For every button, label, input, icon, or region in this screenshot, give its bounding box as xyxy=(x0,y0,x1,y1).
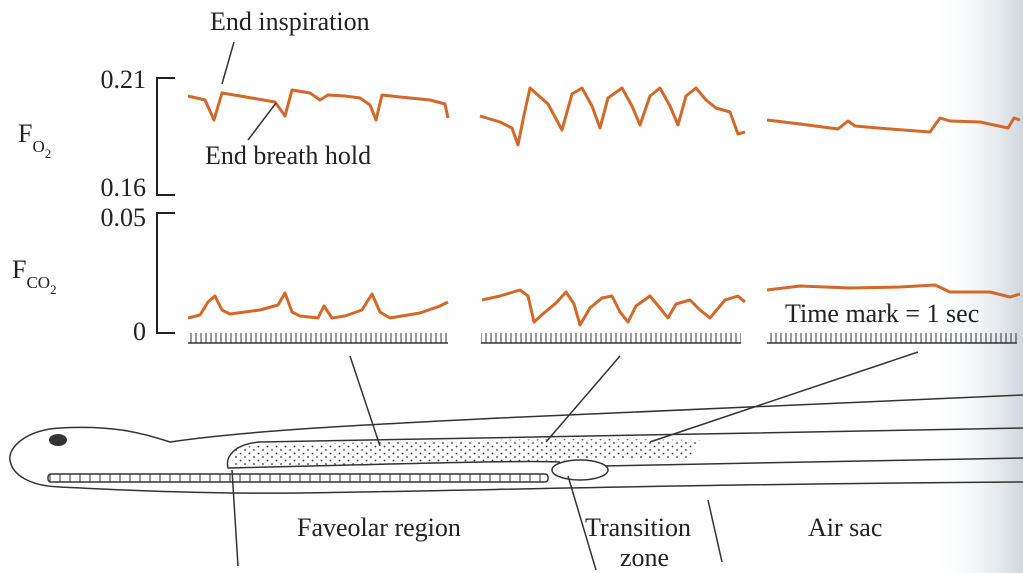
o2-top-label: 0.21 xyxy=(101,65,147,94)
co2-trace xyxy=(481,288,746,327)
eye xyxy=(49,434,67,446)
pointer-line xyxy=(707,499,723,563)
pointer-line xyxy=(231,469,239,567)
vertebral-column xyxy=(47,473,549,483)
connector xyxy=(545,355,621,443)
o2-axis xyxy=(156,77,175,196)
o2-trace xyxy=(187,88,450,122)
leader-line xyxy=(247,102,277,141)
page-edge xyxy=(930,0,1023,573)
co2-trace xyxy=(766,283,1021,299)
vertebrae xyxy=(49,474,541,482)
co2-bottom-label: 0 xyxy=(133,317,146,346)
o2-trace xyxy=(479,86,746,147)
co2-trace xyxy=(187,291,449,320)
region-label: Faveolar region xyxy=(297,513,461,542)
connector xyxy=(349,355,381,447)
transition-organ xyxy=(551,459,609,481)
o2-trace xyxy=(766,116,1021,134)
co2-axis xyxy=(156,212,175,334)
o2-bottom-label: 0.16 xyxy=(101,173,147,202)
o2-axis-label: FO2 xyxy=(18,119,51,161)
faveolar-stipple xyxy=(232,439,700,467)
time-marks xyxy=(188,333,448,343)
region-label: Air sac xyxy=(808,513,882,542)
co2-axis-label: FCO2 xyxy=(12,255,57,297)
annotation: End inspiration xyxy=(210,7,370,36)
time-marks xyxy=(481,333,741,343)
connector xyxy=(649,351,919,443)
co2-top-label: 0.05 xyxy=(101,203,147,232)
pointer-line xyxy=(567,475,597,571)
region-label: zone xyxy=(620,543,669,572)
annotation: Time mark = 1 sec xyxy=(785,299,979,328)
time-marks xyxy=(767,333,1017,343)
leader-line xyxy=(221,41,235,85)
body-outline xyxy=(9,394,1023,494)
region-label: Transition xyxy=(585,513,691,542)
lung-outline xyxy=(226,427,1023,469)
annotation: End breath hold xyxy=(205,141,371,170)
lung-outline xyxy=(599,457,1023,467)
